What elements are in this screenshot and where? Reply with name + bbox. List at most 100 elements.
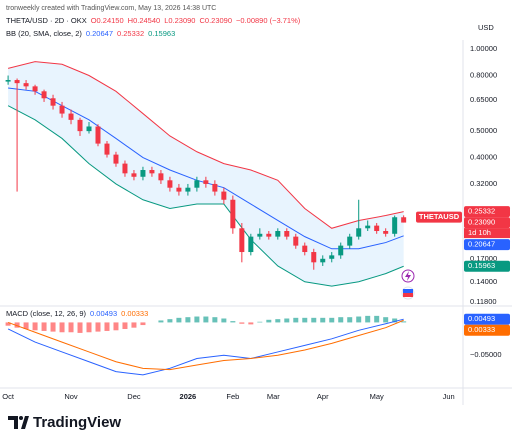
indicator-value: 0.00333 (121, 309, 148, 318)
histogram-bar (356, 316, 362, 323)
candle-body (185, 187, 191, 192)
histogram-bar (392, 318, 398, 323)
candle-body (365, 225, 371, 229)
band-line (7, 105, 404, 287)
histogram-bar (293, 317, 299, 323)
candle-body (374, 225, 380, 232)
macd-line (7, 319, 404, 371)
histogram-bar (167, 319, 173, 323)
x-tick-label: May (370, 392, 384, 401)
x-tick-label: Dec (127, 392, 141, 401)
price-badge-label: 0.20647 (468, 240, 495, 249)
y-tick-label: 0.65000 (470, 95, 497, 104)
indicator-title: MACD (close, 12, 26, 9) (6, 309, 87, 318)
y-tick-label: 0.32000 (470, 179, 497, 188)
ohlc-value: H0.24540 (128, 16, 161, 25)
x-tick-label: 2026 (180, 392, 197, 401)
candle-body (86, 126, 92, 132)
candle-body (266, 233, 272, 237)
indicator-value: 0.00493 (90, 309, 117, 318)
candle-body (158, 173, 164, 181)
histogram-bar (347, 317, 353, 323)
indicator-title: BB (20, SMA, close, 2) (6, 29, 82, 38)
ohlc-value: C0.23090 (199, 16, 232, 25)
histogram-bar (131, 322, 137, 328)
x-tick-label: Nov (64, 392, 78, 401)
price-badge-label: 0.00493 (468, 314, 495, 323)
symbol-tag-label: THETAUSD (419, 212, 460, 221)
histogram-bar (374, 315, 380, 323)
histogram-bar (50, 322, 56, 332)
histogram-bar (230, 321, 236, 323)
histogram-bar (158, 320, 164, 323)
histogram-bar (275, 319, 281, 323)
histogram-bar (113, 322, 119, 331)
candle-body (32, 86, 38, 92)
histogram-bar (320, 317, 326, 323)
indicator-legend: BB (20, SMA, close, 2) 0.20647 0.25332 0.15… (6, 29, 175, 38)
y-tick-label: −0.05000 (470, 350, 502, 359)
y-tick-label: 0.14000 (470, 277, 497, 286)
histogram-bar (194, 316, 200, 323)
y-tick-label: 0.17000 (470, 254, 497, 263)
price-badge-label: 0.15963 (468, 261, 495, 270)
candle-body (122, 163, 128, 174)
candle-body (23, 83, 29, 87)
candle-body (77, 119, 83, 132)
histogram-bar (239, 322, 245, 324)
histogram-bar (311, 317, 317, 323)
candle-body (383, 231, 389, 234)
histogram-bar (329, 317, 335, 323)
candle-body (50, 98, 56, 106)
histogram-bar (95, 322, 101, 332)
price-badge (464, 260, 510, 272)
histogram-bar (248, 322, 254, 325)
candle-body (338, 245, 344, 256)
indicator-value: 0.20647 (86, 29, 113, 38)
candle-body (302, 245, 308, 253)
band-line (7, 61, 404, 229)
x-tick-label: Apr (317, 392, 329, 401)
candle-body (113, 154, 119, 164)
x-tick-label: Oct (2, 392, 15, 401)
candle-body (104, 143, 110, 155)
candle-body (5, 80, 11, 82)
symbol-tag (416, 211, 462, 223)
y-tick-label: 0.50000 (470, 126, 497, 135)
alert-icon (401, 269, 415, 283)
candle-body (203, 180, 209, 184)
macd-line (7, 318, 404, 376)
candle-body (275, 231, 281, 237)
histogram-bar (68, 322, 74, 333)
logo (8, 416, 29, 429)
candle-body (257, 233, 263, 237)
price-badge (464, 217, 510, 229)
candle-body (176, 187, 182, 192)
ohlc-value: O0.24150 (91, 16, 124, 25)
candle-body (59, 105, 65, 114)
price-badge (464, 313, 510, 325)
candle-body (194, 180, 200, 188)
candle-body (95, 126, 101, 144)
candle-body (293, 236, 299, 246)
countdown-badge (464, 228, 510, 239)
candle-body (41, 91, 47, 99)
candle-body (311, 252, 317, 263)
candle-body (131, 173, 137, 177)
band-line (8, 87, 404, 250)
countdown-label: 1d 10h (468, 228, 491, 237)
ohlc-value: L0.23090 (164, 16, 195, 25)
price-badge-label: 0.00333 (468, 325, 495, 334)
price-badge (464, 206, 510, 218)
histogram-bar (86, 322, 92, 333)
candle-body (329, 255, 335, 259)
histogram-bar (122, 322, 128, 329)
candle-body (221, 191, 227, 200)
indicator-value: 0.15963 (148, 29, 175, 38)
histogram-bar (365, 315, 371, 323)
symbol-title: THETA/USD · 2D · OKX (6, 16, 87, 25)
histogram-bar (32, 322, 38, 331)
histogram-bar (104, 322, 110, 331)
y-tick-label: 0.40000 (470, 153, 497, 162)
